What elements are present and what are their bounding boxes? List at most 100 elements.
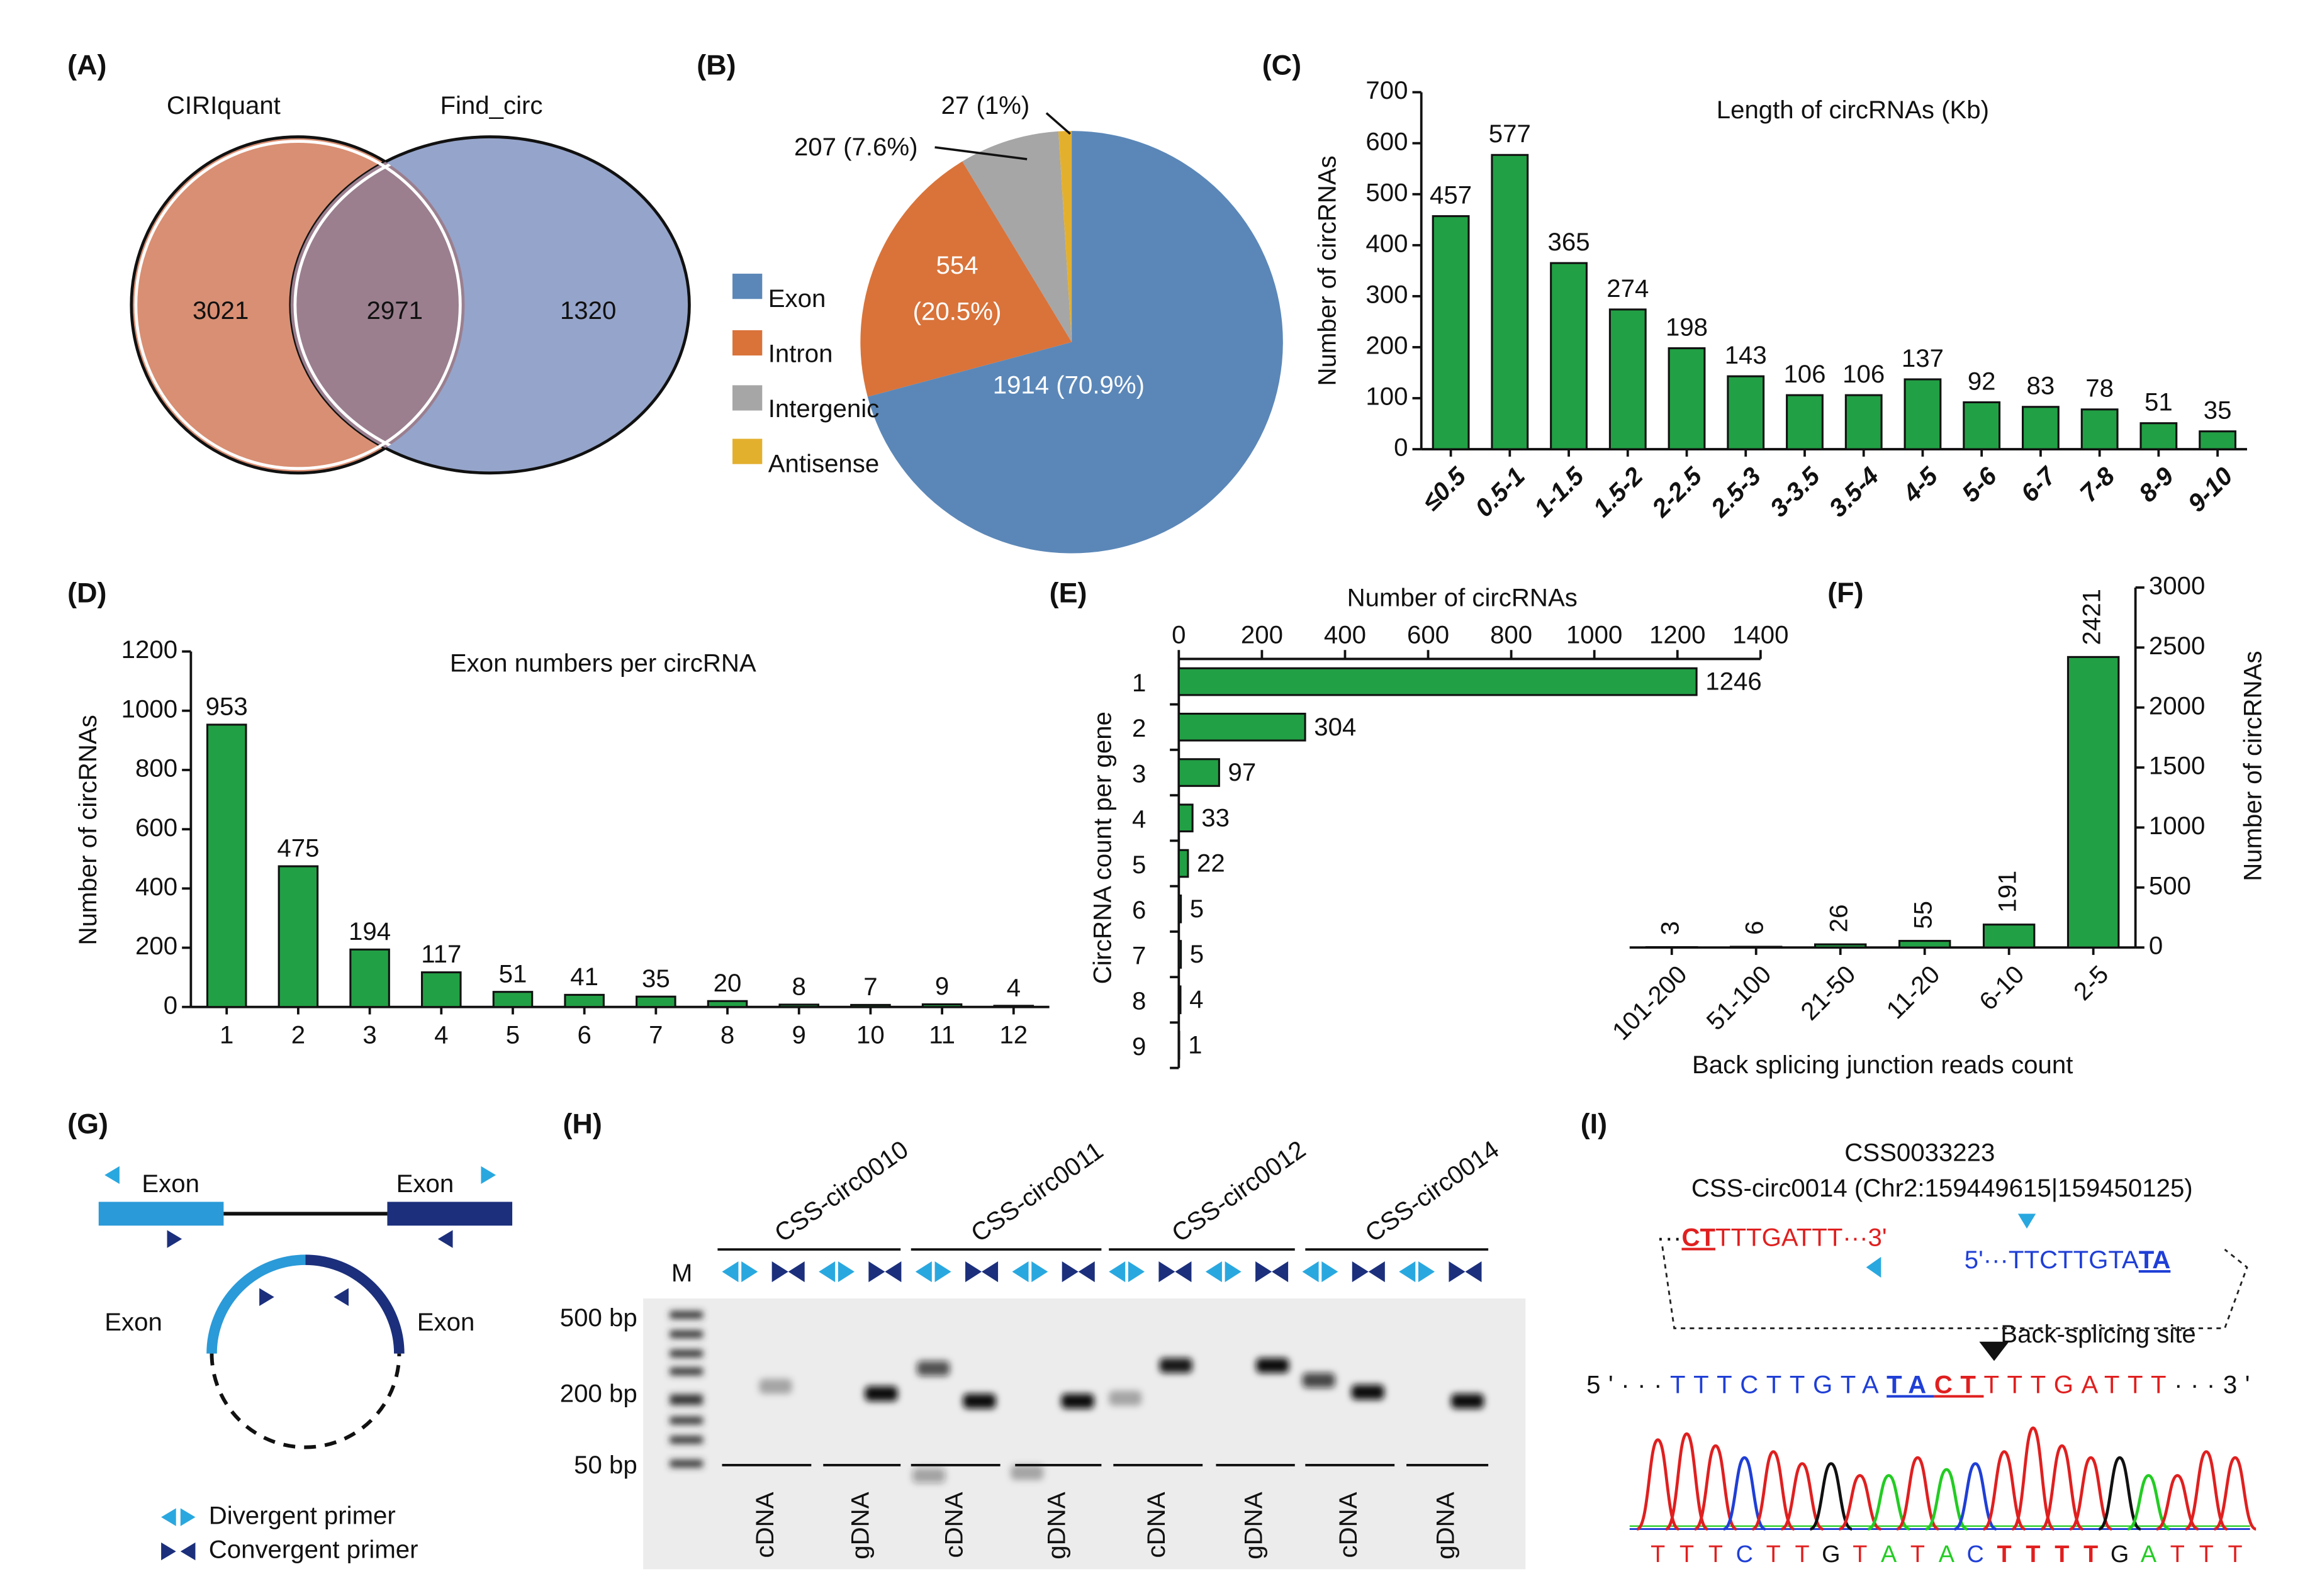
bar <box>1550 262 1588 450</box>
base-call: T <box>1766 1541 1781 1568</box>
y-tick-label: 200 <box>1365 332 1408 360</box>
value-label: 8 <box>792 973 806 1001</box>
primer-icon <box>838 1261 855 1283</box>
slice-label: 207 (7.6%) <box>794 133 918 161</box>
base-call: C <box>1967 1541 1984 1568</box>
primer-icon <box>1302 1261 1319 1283</box>
chart-title: Exon numbers per circRNA <box>450 649 756 677</box>
sequence-part: CT <box>1934 1370 1984 1398</box>
y-tick-label: 400 <box>135 873 177 901</box>
bar <box>1904 378 1942 450</box>
value-label: 953 <box>206 693 248 721</box>
sample-label: CSS-circ0014 <box>1360 1135 1504 1247</box>
axis-title: Number of circRNAs <box>1347 583 1578 611</box>
chromatogram-peak <box>1636 1438 1679 1531</box>
value-label: 365 <box>1548 228 1590 256</box>
chromatogram-peak <box>2127 1474 2170 1531</box>
panel-label: (F) <box>1827 577 1863 609</box>
x-tick-label: 6-10 <box>1974 960 2030 1016</box>
slice-label: 554 (20.5%) <box>912 251 1002 326</box>
panel-label: (C) <box>1262 48 1301 81</box>
x-tick-label: 6-7 <box>2016 461 2062 508</box>
primer-icon <box>1255 1261 1272 1283</box>
y-tick-label: 800 <box>135 754 177 783</box>
ladder-band <box>670 1349 703 1358</box>
legend-label: Convergent primer <box>209 1536 418 1564</box>
legend-label: Divergent primer <box>209 1501 396 1529</box>
lane-label: gDNA <box>1240 1492 1268 1559</box>
primer-icon <box>1449 1261 1466 1283</box>
bar <box>921 1003 963 1008</box>
value-label: 3 <box>1656 921 1684 935</box>
gel-band <box>1061 1393 1094 1409</box>
value-label: 274 <box>1606 274 1649 303</box>
y-tick-label: 5 <box>1132 851 1146 879</box>
value-label: 106 <box>1842 360 1885 388</box>
axis-title: CircRNA count per gene <box>1089 712 1117 984</box>
pie-slice <box>962 131 1072 342</box>
panel-label: (D) <box>67 577 106 609</box>
base-call: T <box>1997 1541 2012 1568</box>
primer-icon <box>868 1261 885 1283</box>
x-tick-label: 11 <box>929 1021 955 1049</box>
sequence-part: CT <box>1681 1223 1715 1251</box>
legend-label: Intron <box>768 340 833 368</box>
site-label: Back-splicing site <box>2000 1320 2195 1348</box>
sample-label: CSS-circ0012 <box>1167 1135 1311 1247</box>
y-tick-label: 8 <box>1132 987 1146 1015</box>
chromatogram-peak <box>2011 1426 2055 1531</box>
y-tick-label: 600 <box>1365 127 1408 155</box>
bar <box>1844 394 1883 450</box>
value-label: 194 <box>349 917 391 946</box>
chromatogram-peak <box>1694 1444 1737 1531</box>
ladder-band <box>670 1368 703 1375</box>
value-label: 1 <box>1188 1030 1202 1059</box>
x-tick-label: 1-1.5 <box>1528 461 1590 522</box>
bar <box>1177 667 1698 696</box>
x-tick-label: 51-100 <box>1701 960 1776 1035</box>
value-label: 2421 <box>2077 589 2105 645</box>
chromatogram-peak <box>2069 1456 2112 1531</box>
base-call: A <box>1939 1541 1955 1568</box>
exon-label: Exon <box>417 1308 475 1336</box>
primer-icon <box>1368 1261 1385 1283</box>
exon-label: Exon <box>142 1169 199 1198</box>
primer-icon <box>1352 1261 1369 1283</box>
base-call: G <box>2111 1541 2129 1568</box>
panel-label: (H) <box>563 1108 602 1140</box>
value-label: 41 <box>570 963 598 991</box>
x-tick-label: 2 <box>291 1021 305 1049</box>
bar <box>2021 406 2060 450</box>
x-tick-label: 4 <box>434 1021 448 1049</box>
ladder-band <box>670 1459 703 1468</box>
slice-label-box: 554 (20.5%) <box>912 251 1002 326</box>
chromatogram-peak <box>2185 1450 2228 1531</box>
value-label: 191 <box>1993 871 2021 913</box>
gel-band <box>759 1378 792 1394</box>
y-tick-label: 1500 <box>2149 752 2205 780</box>
x-tick-label: 7-8 <box>2075 461 2121 507</box>
slice-label: 27 (1%) <box>941 91 1030 120</box>
panel-label: (E) <box>1050 577 1087 609</box>
chromatogram-peak <box>1780 1462 1824 1531</box>
base-call: T <box>2199 1541 2214 1568</box>
x-tick-label: 3-3.5 <box>1764 461 1825 522</box>
sequence: 5'···TTCTTGTATA <box>1965 1246 2171 1274</box>
bar <box>421 971 462 1008</box>
bar <box>2199 430 2237 450</box>
value-label: 51 <box>2145 388 2173 416</box>
primer-icon <box>788 1261 805 1283</box>
value-label: 6 <box>1740 921 1768 935</box>
x-tick-label: 1.5-2 <box>1588 462 1649 523</box>
lane-label: gDNA <box>1042 1492 1070 1559</box>
circ-name: CSS-circ0014 (Chr2:159449615|159450125) <box>1691 1174 2193 1202</box>
primer-icon <box>1272 1261 1289 1283</box>
marker-label: M <box>671 1259 692 1287</box>
x-tick-label: 12 <box>999 1021 1028 1049</box>
gel-band <box>1109 1390 1142 1406</box>
y-tick-label: 500 <box>1365 178 1408 206</box>
base-call: T <box>2170 1541 2185 1568</box>
value-label: 22 <box>1197 849 1225 878</box>
base-call: T <box>1795 1541 1809 1568</box>
